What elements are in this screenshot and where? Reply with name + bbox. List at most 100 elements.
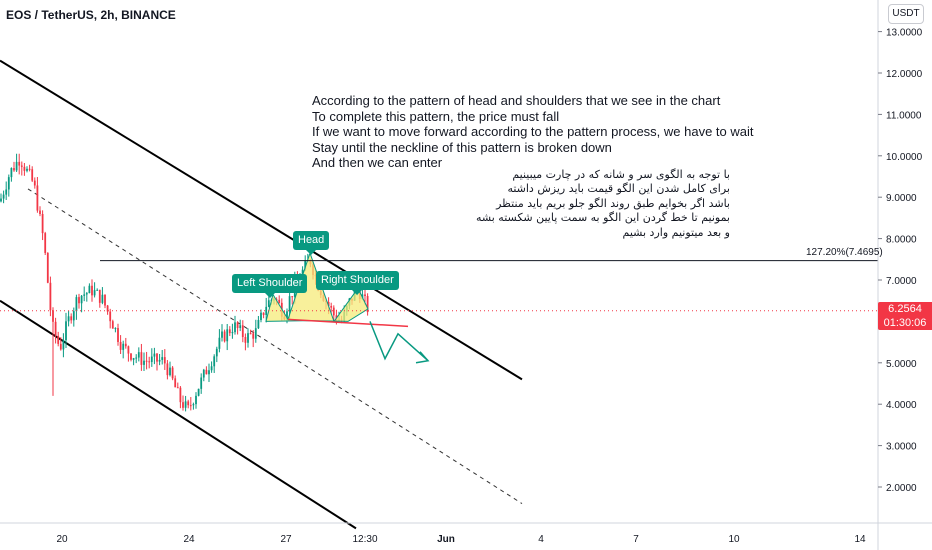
x-tick-label: 20 xyxy=(56,534,68,545)
candle-body xyxy=(36,185,39,211)
y-tick-label: 12.0000 xyxy=(886,69,923,80)
bar-countdown: 01:30:06 xyxy=(883,317,927,329)
candle-body xyxy=(109,311,112,322)
y-tick-label: 11.0000 xyxy=(886,110,922,121)
candle-body xyxy=(234,322,236,333)
candle-body xyxy=(228,329,231,334)
candle-body xyxy=(210,366,213,371)
y-tick-label: 13.0000 xyxy=(886,28,923,39)
candle-body xyxy=(366,296,369,313)
candle-body xyxy=(327,301,330,306)
candle-body xyxy=(241,325,244,338)
annotation-line: و بعد میتونیم وارد بشیم xyxy=(622,225,730,239)
candle-body xyxy=(23,166,26,171)
annotation-persian: با توجه به الگوی سر و شانه که در چارت می… xyxy=(470,168,730,240)
candle-body xyxy=(150,356,153,362)
candle-body xyxy=(28,168,31,170)
candle-body xyxy=(70,316,73,321)
left-shoulder-label[interactable]: Left Shoulder xyxy=(232,274,308,298)
candle-body xyxy=(117,328,119,342)
candle-body xyxy=(184,401,187,408)
trend-channel xyxy=(0,59,523,530)
projection-path xyxy=(369,321,429,362)
candle-body xyxy=(176,387,179,389)
candle-body xyxy=(145,360,148,362)
candle-body xyxy=(2,194,5,199)
x-tick-label: 14 xyxy=(854,534,866,545)
candle-body xyxy=(124,343,127,347)
candle-body xyxy=(72,311,75,321)
candle-body xyxy=(174,378,177,388)
candle-body xyxy=(189,405,192,407)
x-tick-label: 10 xyxy=(728,534,740,545)
y-tick-label: 10.0000 xyxy=(886,152,923,163)
currency-button[interactable]: USDT xyxy=(888,4,924,24)
time-axis: 20 24 27 12:30 Jun 4 7 10 14 xyxy=(0,522,932,545)
candle-body xyxy=(208,370,210,375)
candle-body xyxy=(223,331,226,342)
candle-body xyxy=(218,337,221,349)
candle-body xyxy=(88,285,91,294)
chart-overlays xyxy=(0,260,878,364)
right-shoulder-label[interactable]: Right Shoulder xyxy=(316,271,399,295)
candle-body xyxy=(0,198,2,202)
candle-body xyxy=(254,328,257,339)
channel-middle-line xyxy=(27,188,523,504)
candle-body xyxy=(171,367,174,379)
channel-upper-line xyxy=(0,59,523,381)
head-label[interactable]: Head xyxy=(293,231,330,255)
candle-body xyxy=(153,353,156,357)
candle-body xyxy=(226,329,229,342)
symbol-title[interactable]: EOS / TetherUS, 2h, BINANCE xyxy=(6,8,176,22)
projection-arrowhead xyxy=(415,351,430,364)
annotation-line: با توجه به الگوی سر و شانه که در چارت می… xyxy=(512,168,730,181)
candle-body xyxy=(15,161,18,171)
candle-body xyxy=(46,252,49,283)
current-price-tag: 6.2564 01:30:06 xyxy=(878,302,932,330)
candle-body xyxy=(20,165,23,167)
annotation-line: باشد اگر بخوایم طبق روند الگو جلو بریم ب… xyxy=(496,196,730,210)
candle-body xyxy=(85,293,88,295)
candle-body xyxy=(332,307,335,316)
candle-body xyxy=(106,305,109,312)
annotation-line: According to the pattern of head and sho… xyxy=(312,93,721,108)
y-tick-label: 9.0000 xyxy=(886,193,917,204)
annotation-line: بمونیم تا خط گردن این الگو به سمت پایین … xyxy=(476,211,730,225)
x-tick-label: 24 xyxy=(183,534,195,545)
y-tick-label: 7.0000 xyxy=(886,276,917,287)
x-tick-label: 12:30 xyxy=(352,534,377,545)
candle-body xyxy=(52,310,54,322)
candle-body xyxy=(215,348,218,357)
y-tick-label: 3.0000 xyxy=(886,442,917,453)
candle-body xyxy=(57,335,60,344)
candle-body xyxy=(166,363,169,376)
candle-body xyxy=(33,180,36,186)
candle-body xyxy=(54,321,57,336)
x-tick-label: 7 xyxy=(633,534,639,545)
y-tick-label: 5.0000 xyxy=(886,359,917,370)
candle-body xyxy=(244,337,247,343)
candle-body xyxy=(39,210,41,214)
candle-body xyxy=(80,295,83,304)
candle-body xyxy=(122,343,125,350)
x-tick-label: 27 xyxy=(280,534,292,545)
candle-body xyxy=(148,361,151,363)
candle-body xyxy=(195,395,197,405)
candle-body xyxy=(202,369,205,378)
candle-body xyxy=(179,387,182,403)
candle-body xyxy=(161,357,164,360)
current-price-value: 6.2564 xyxy=(888,303,922,315)
candle-body xyxy=(65,321,67,341)
candle-body xyxy=(364,294,366,297)
candle-body xyxy=(75,297,78,312)
candle-body xyxy=(213,356,216,367)
candle-body xyxy=(278,299,281,303)
candle-body xyxy=(93,290,96,296)
candle-body xyxy=(62,340,65,350)
candle-body xyxy=(197,388,200,396)
candle-body xyxy=(169,367,171,376)
candle-body xyxy=(192,404,195,406)
candle-body xyxy=(130,353,132,360)
candle-body xyxy=(104,294,106,306)
